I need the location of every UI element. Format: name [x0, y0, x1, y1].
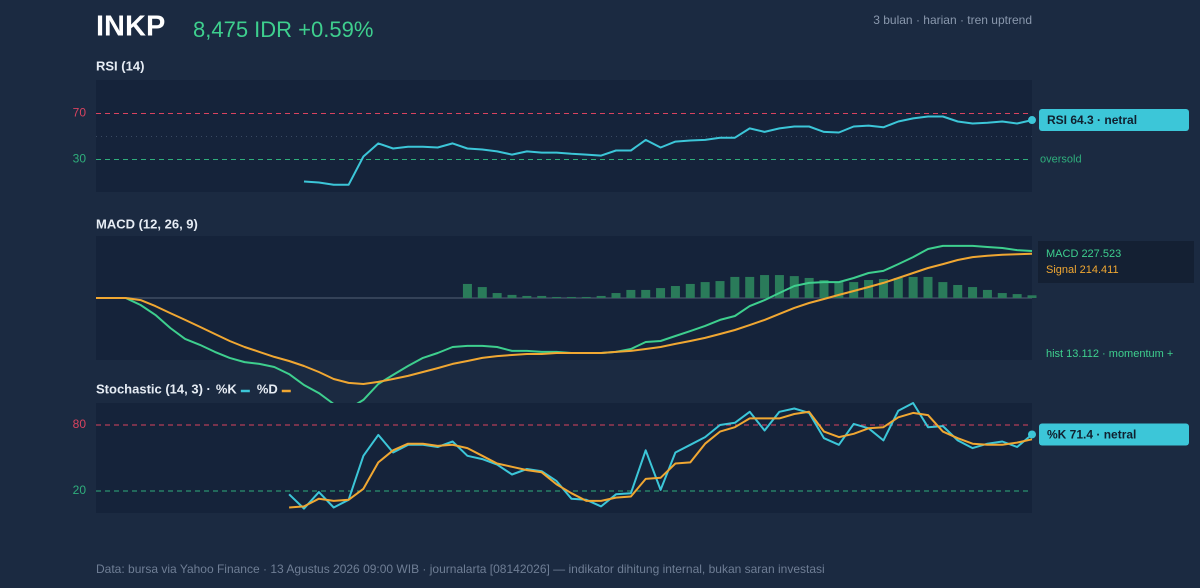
histogram-bar — [908, 276, 918, 298]
histogram-bar — [1012, 294, 1022, 298]
series-line — [96, 252, 1033, 385]
panel — [96, 403, 1032, 513]
footer: Data: bursa via Yahoo Finance · 13 Agust… — [96, 562, 825, 576]
histogram-bar — [745, 276, 755, 298]
histogram-bar — [997, 293, 1007, 298]
histogram-bar — [641, 289, 651, 298]
ticker: INKP — [96, 11, 165, 43]
panel-title: RSI (14) — [96, 58, 144, 73]
histogram-bar — [596, 295, 606, 298]
histogram-bar — [537, 295, 547, 298]
histogram-bar — [730, 276, 740, 298]
value-label: Signal 214.411 — [1046, 264, 1119, 276]
legend-label: %K — [216, 381, 238, 396]
note: oversold — [1040, 153, 1082, 165]
badge — [1039, 423, 1189, 446]
value-box — [1038, 241, 1194, 283]
price: 8,475 IDR +0.59% — [193, 17, 373, 42]
series-line — [289, 410, 1033, 509]
histogram-bar — [878, 278, 888, 298]
period: 3 bulan · harian · tren uptrend — [873, 13, 1032, 27]
value-label: MACD 227.523 — [1046, 248, 1121, 260]
histogram-bar — [552, 296, 562, 298]
end-dot — [1028, 430, 1036, 439]
histogram-bar — [581, 296, 591, 298]
histogram-bar — [715, 281, 725, 298]
histogram-bar — [982, 289, 992, 298]
histogram-bar — [626, 289, 636, 298]
legend-label: %D — [257, 381, 278, 396]
histogram-bar — [864, 280, 874, 298]
histogram-bar — [700, 282, 710, 298]
histogram-bar — [492, 293, 502, 298]
histogram-bar — [566, 296, 576, 298]
histogram-bar — [507, 294, 517, 298]
badge — [1039, 109, 1189, 132]
badge-text: %K 71.4 · netral — [1047, 428, 1136, 442]
end-dot — [1028, 116, 1036, 125]
histogram-bar — [522, 295, 532, 298]
series-line — [303, 115, 1033, 186]
y-tick-label: 80 — [73, 417, 87, 431]
histogram-bar — [462, 283, 472, 298]
hist-label: hist 13.112 · momentum + — [1046, 348, 1173, 360]
histogram-bar — [834, 282, 844, 298]
histogram-bar — [656, 288, 666, 298]
histogram-bar — [819, 280, 829, 298]
histogram-bar — [923, 276, 933, 298]
histogram-bar — [774, 275, 784, 298]
badge-text: RSI 64.3 · netral — [1047, 113, 1137, 127]
histogram-bar — [685, 283, 695, 298]
histogram-bar — [893, 277, 903, 298]
y-tick-label: 30 — [73, 152, 87, 166]
y-tick-label: 20 — [73, 483, 87, 497]
panel-title: Stochastic (14, 3) · — [96, 381, 211, 396]
histogram-bar — [760, 275, 770, 298]
histogram-bar — [1027, 295, 1037, 298]
histogram-bar — [477, 287, 487, 298]
histogram-bar — [968, 287, 978, 298]
panel-title: MACD (12, 26, 9) — [96, 216, 198, 231]
histogram-bar — [953, 284, 963, 298]
histogram-bar — [611, 293, 621, 298]
y-tick-label: 70 — [73, 106, 87, 120]
histogram-bar — [938, 282, 948, 298]
histogram-bar — [670, 286, 680, 298]
histogram-bar — [804, 277, 814, 298]
series-line — [288, 402, 1033, 510]
